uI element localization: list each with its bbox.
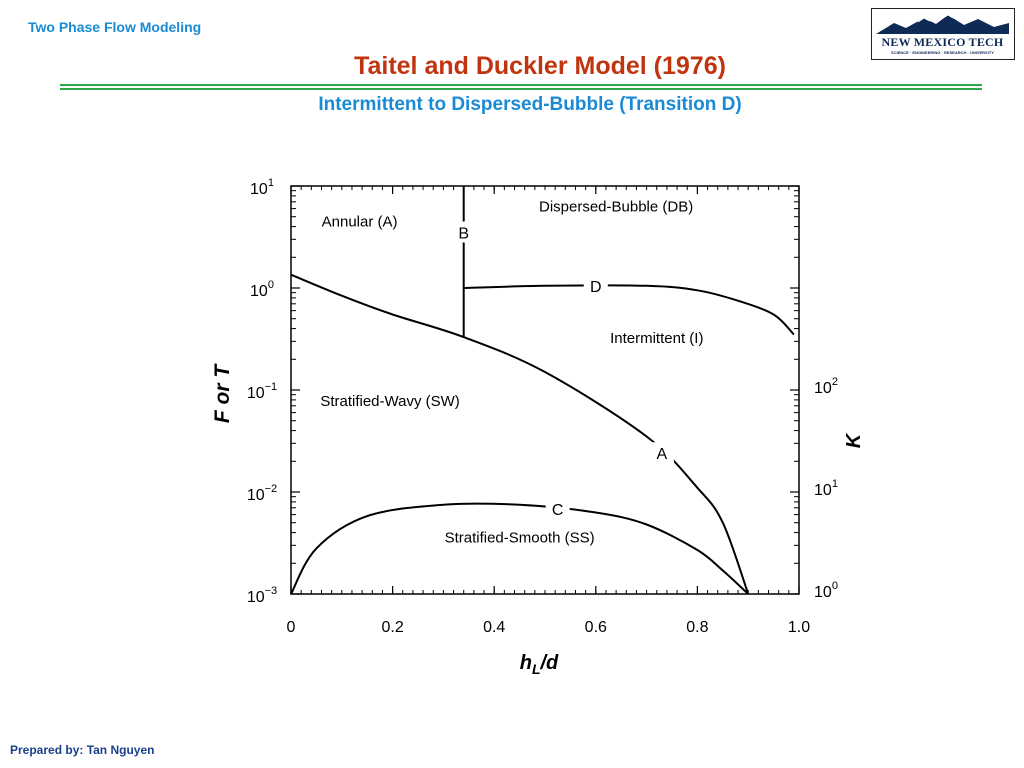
y-tick-label: 10−2	[247, 483, 277, 504]
y-tick-label: 101	[250, 177, 274, 198]
x-tick-label: 0.2	[381, 619, 403, 636]
x-axis-label: hL/d	[520, 652, 559, 677]
series-label-backing	[649, 442, 674, 464]
logo-name: NEW MEXICO TECH	[881, 35, 1004, 49]
k-tick-label: 101	[814, 478, 838, 499]
y-axis-label-right: K	[843, 432, 865, 448]
mountain-icon	[876, 14, 1009, 34]
title-divider-2	[60, 88, 982, 90]
region-label: Annular (A)	[322, 214, 398, 231]
series-line-d	[463, 284, 795, 336]
x-tick-label: 0.6	[585, 619, 607, 636]
x-tick-label: 0.8	[686, 619, 708, 636]
series-label-backing	[583, 274, 608, 296]
series-label: B	[458, 226, 469, 243]
region-label: Intermittent (I)	[610, 330, 703, 347]
region-label: Stratified-Smooth (SS)	[445, 529, 595, 546]
series-line-a	[290, 273, 750, 595]
series-label: A	[657, 446, 668, 463]
series-label-backing	[545, 498, 570, 520]
title-divider	[60, 84, 982, 86]
series-label: D	[590, 279, 602, 296]
series-label-backing	[451, 221, 476, 243]
topic-label: Two Phase Flow Modeling	[28, 19, 202, 35]
x-tick-label: 0.4	[483, 619, 505, 636]
x-tick-label: 0	[287, 619, 296, 636]
y-axis-label-left: F or T	[211, 363, 234, 423]
region-label: Stratified-Wavy (SW)	[320, 393, 459, 410]
new-mexico-tech-logo: NEW MEXICO TECH SCIENCE · ENGINEERING · …	[871, 8, 1015, 60]
logo-tagline: SCIENCE · ENGINEERING · RESEARCH · UNIVE…	[891, 50, 994, 55]
series-line-c	[290, 502, 749, 595]
region-label: Dispersed-Bubble (DB)	[539, 199, 693, 216]
y-tick-label: 10−1	[247, 381, 277, 402]
series-label: C	[552, 502, 564, 519]
y-tick-label: 10−3	[247, 585, 277, 606]
k-tick-label: 100	[814, 580, 838, 601]
k-tick-label: 102	[814, 376, 838, 397]
page-title: Taitel and Duckler Model (1976)	[354, 52, 726, 80]
y-tick-label: 100	[250, 279, 274, 300]
x-tick-label: 1.0	[788, 619, 810, 636]
footer-credit: Prepared by: Tan Nguyen	[10, 743, 155, 757]
page-subtitle: Intermittent to Dispersed-Bubble (Transi…	[318, 94, 742, 115]
